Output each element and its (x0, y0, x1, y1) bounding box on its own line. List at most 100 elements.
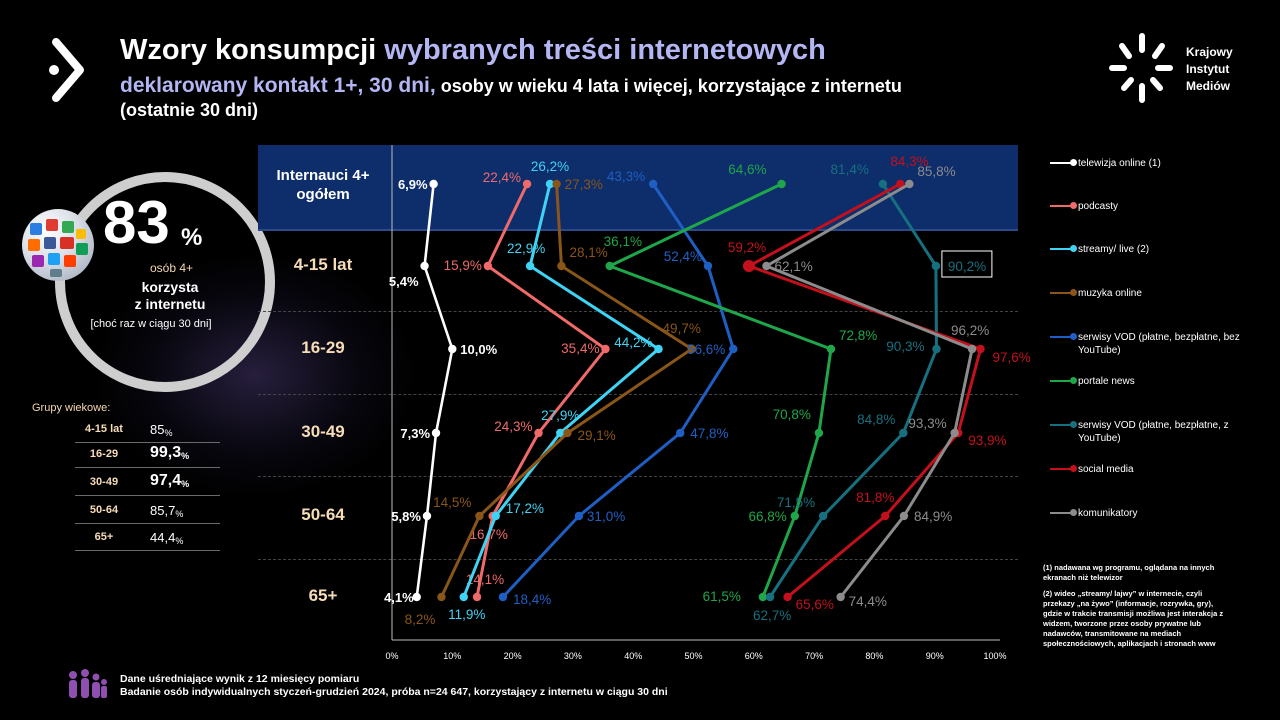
data-point (881, 511, 890, 521)
data-point (950, 428, 959, 438)
row-separator (258, 311, 1018, 312)
series-4: 43,3% 52,4% 56,6% 47,8% 31,0% 18,4% (498, 169, 738, 607)
age-group-label: 30-49 (89, 476, 119, 488)
x-tick-label: 10% (443, 651, 461, 661)
chart-total-banner (258, 145, 1018, 229)
age-group-label: 50-64 (89, 504, 119, 516)
data-point (783, 592, 792, 602)
age-group-label: 16-29 (89, 448, 119, 460)
x-tick-label: 80% (865, 651, 883, 661)
data-label: 11,9% (448, 607, 485, 622)
data-label: 31,0% (587, 509, 625, 524)
legend-swatch-line (1050, 205, 1072, 207)
data-label: 35,4% (561, 341, 599, 356)
data-point (777, 179, 786, 189)
series-7: 84,3% 59,2% 97,6% 93,9% 81,8% 65,6% (728, 154, 1031, 612)
data-point (742, 260, 755, 272)
series-line (764, 182, 974, 598)
row-label: 4-15 lat (293, 255, 353, 274)
data-label: 15,9% (444, 258, 482, 273)
data-label: 36,1% (604, 234, 642, 249)
age-group-unit: % (181, 479, 190, 489)
data-label: 5,4% (389, 274, 419, 289)
x-tick-label: 30% (564, 651, 582, 661)
data-label: 81,4% (831, 162, 869, 177)
kpi-population: osób 4+ (150, 261, 194, 275)
chevron-logo-icon (49, 38, 84, 102)
highlight-box (941, 250, 993, 278)
age-group-unit: % (181, 451, 190, 461)
legend-label: serwisy VOD (płatne, bezpłatne, z YouTub… (1078, 420, 1229, 444)
kpi-unit: % (181, 224, 203, 251)
data-point (654, 344, 663, 354)
row-separator (258, 394, 1018, 395)
data-label: 65,6% (796, 597, 834, 612)
series-6: 81,4% 90,2% 90,3% 84,8% 71,5% 62,7% (753, 162, 986, 623)
data-label: 43,3% (607, 169, 645, 184)
banner-divider (258, 229, 1018, 231)
data-label: 29,1% (577, 428, 615, 443)
kim-logo-icon (1109, 33, 1173, 103)
age-group-number: 99,3 (150, 444, 182, 461)
legend-swatch-line (1050, 292, 1072, 294)
series-line (462, 183, 661, 598)
x-tick-label: 20% (504, 651, 522, 661)
legend-label: podcasty (1078, 201, 1119, 212)
data-label: 61,5% (703, 589, 741, 604)
data-label: 8,2% (405, 612, 436, 627)
data-point (703, 261, 713, 271)
age-groups-label: Grupy wiekowe: (32, 402, 111, 414)
data-label: 62,7% (753, 608, 791, 623)
age-group-row: 65+ 44,4% (75, 527, 220, 551)
legend-swatch-dot (1070, 245, 1077, 252)
legend-swatch-line (1050, 336, 1072, 338)
legend-swatch-dot (1070, 333, 1077, 340)
legend-swatch-line (1050, 248, 1072, 250)
data-label: 7,3% (400, 426, 430, 441)
legend-swatch-line (1050, 380, 1072, 382)
legend-swatch-dot (1070, 202, 1077, 209)
row-separator (258, 476, 1018, 477)
series-2: 26,2% 22,9% 44,2% 27,9% 17,2% 11,9% (448, 159, 663, 622)
legend-swatch-line (1050, 512, 1072, 514)
x-tick-label: 90% (926, 651, 944, 661)
legend-label: streamy/ live (2) (1078, 244, 1150, 255)
legend-label: serwisy VOD (płatne, bezpłatne, bez YouT… (1078, 332, 1240, 356)
footnotes: (1) nadawana wg programu, oglądana na in… (1043, 563, 1224, 648)
data-point (762, 261, 771, 271)
data-label: 26,2% (531, 159, 569, 174)
data-point (475, 511, 484, 521)
age-group-unit: % (175, 509, 184, 519)
data-point (522, 179, 532, 189)
series-line (608, 182, 833, 598)
data-point (420, 261, 429, 271)
age-group-row: 30-49 97,4% (75, 472, 220, 496)
x-tick-label: 50% (684, 651, 702, 661)
data-point (491, 511, 500, 521)
data-point (818, 511, 828, 521)
kpi-ring (55, 172, 275, 392)
data-label: 90,3% (886, 339, 924, 354)
data-label: 96,2% (951, 323, 989, 338)
data-point (899, 428, 908, 438)
age-group-value: 99,3% (150, 444, 189, 462)
page-subtitle: deklarowany kontakt 1+, 30 dni, osoby w … (120, 74, 902, 97)
row-label: 50-64 (301, 505, 345, 524)
data-label: 24,3% (494, 419, 532, 434)
data-label: 14,1% (466, 572, 504, 587)
data-label: 44,2% (614, 335, 652, 350)
data-point (431, 428, 441, 438)
data-point (412, 592, 421, 602)
data-point (574, 511, 584, 521)
page-title: Wzory konsumpcji wybranych treści intern… (120, 34, 826, 66)
legend-label: telewizja online (1) (1078, 158, 1161, 169)
data-label: 22,9% (507, 241, 545, 256)
data-label: 6,9% (398, 177, 428, 192)
age-group-value: 85% (150, 422, 172, 438)
legend-swatch-line (1050, 468, 1072, 470)
data-point (896, 179, 905, 189)
data-point (790, 511, 800, 521)
age-group-value: 97,4% (150, 472, 189, 490)
data-label: 84,8% (857, 412, 895, 427)
data-label: 56,6% (687, 342, 725, 357)
